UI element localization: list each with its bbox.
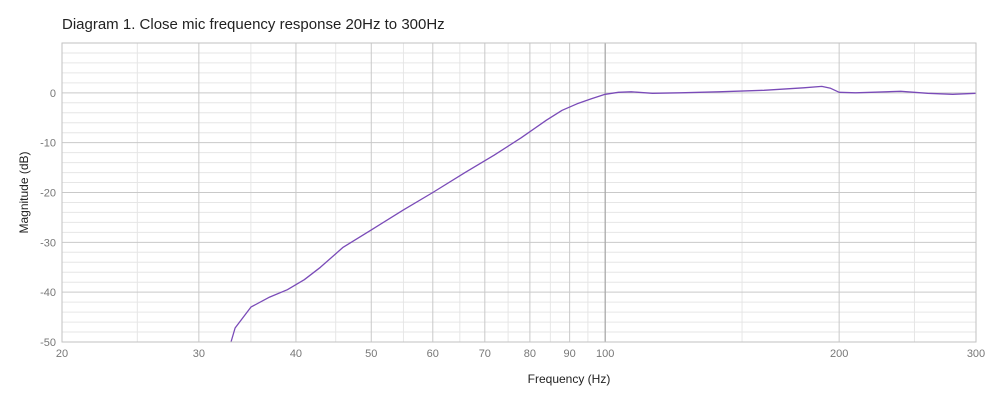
y-tick-label: -10 [40,138,56,150]
x-tick-label: 70 [479,348,491,360]
plot-frame [61,42,977,343]
x-tick-label: 100 [596,348,614,360]
y-tick-label: -30 [40,237,56,249]
x-tick-label: 300 [967,348,985,360]
x-tick-label: 200 [830,348,848,360]
x-tick-label: 20 [56,348,68,360]
y-tick-label: -50 [40,337,56,349]
x-tick-label: 80 [524,348,536,360]
x-tick-label: 30 [193,348,205,360]
y-tick-label: -20 [40,188,56,200]
y-axis-ticks: 0 -10 -20 -30 -40 -50 [40,88,56,349]
x-axis-ticks: 20 30 40 50 60 70 80 90 100 200 300 [56,348,985,360]
x-tick-label: 60 [427,348,439,360]
x-tick-label: 90 [564,348,576,360]
chart-title: Diagram 1. Close mic frequency response … [62,16,445,33]
y-axis-label: Magnitude (dB) [17,151,31,233]
x-tick-label: 40 [290,348,302,360]
response-curve-line [230,85,977,343]
y-tick-label: -40 [40,287,56,299]
x-tick-label: 50 [365,348,377,360]
series-layer [230,85,977,343]
y-tick-label: 0 [50,88,56,100]
x-axis-label: Frequency (Hz) [528,372,611,386]
